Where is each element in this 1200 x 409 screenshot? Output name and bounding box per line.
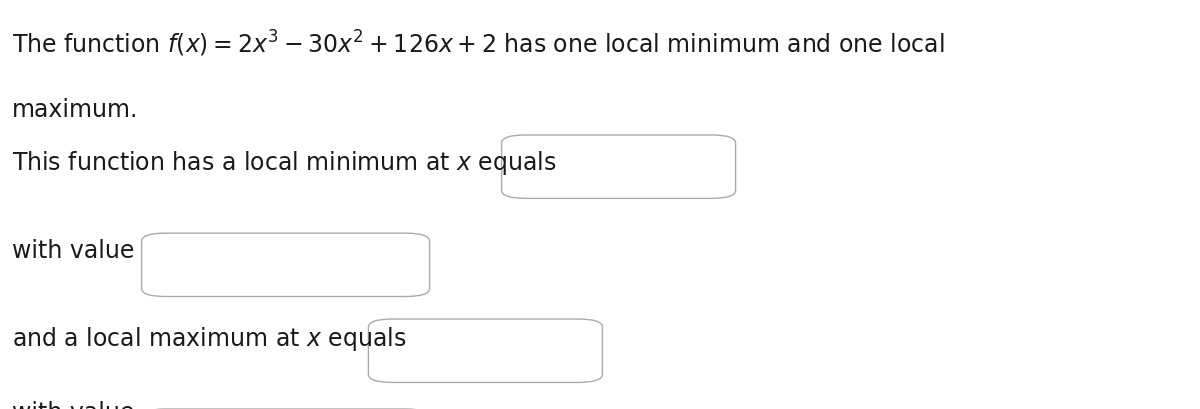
Text: maximum.: maximum. [12,98,138,122]
Text: with value: with value [12,239,134,263]
FancyBboxPatch shape [502,135,736,198]
FancyBboxPatch shape [142,233,430,297]
Text: with value: with value [12,401,134,409]
Text: and a local maximum at $x$ equals: and a local maximum at $x$ equals [12,325,407,353]
Text: This function has a local minimum at $x$ equals: This function has a local minimum at $x$… [12,149,557,177]
Text: The function $f(x) = 2x^3 - 30x^2 + 126x + 2$ has one local minimum and one loca: The function $f(x) = 2x^3 - 30x^2 + 126x… [12,29,944,59]
FancyBboxPatch shape [368,319,602,382]
